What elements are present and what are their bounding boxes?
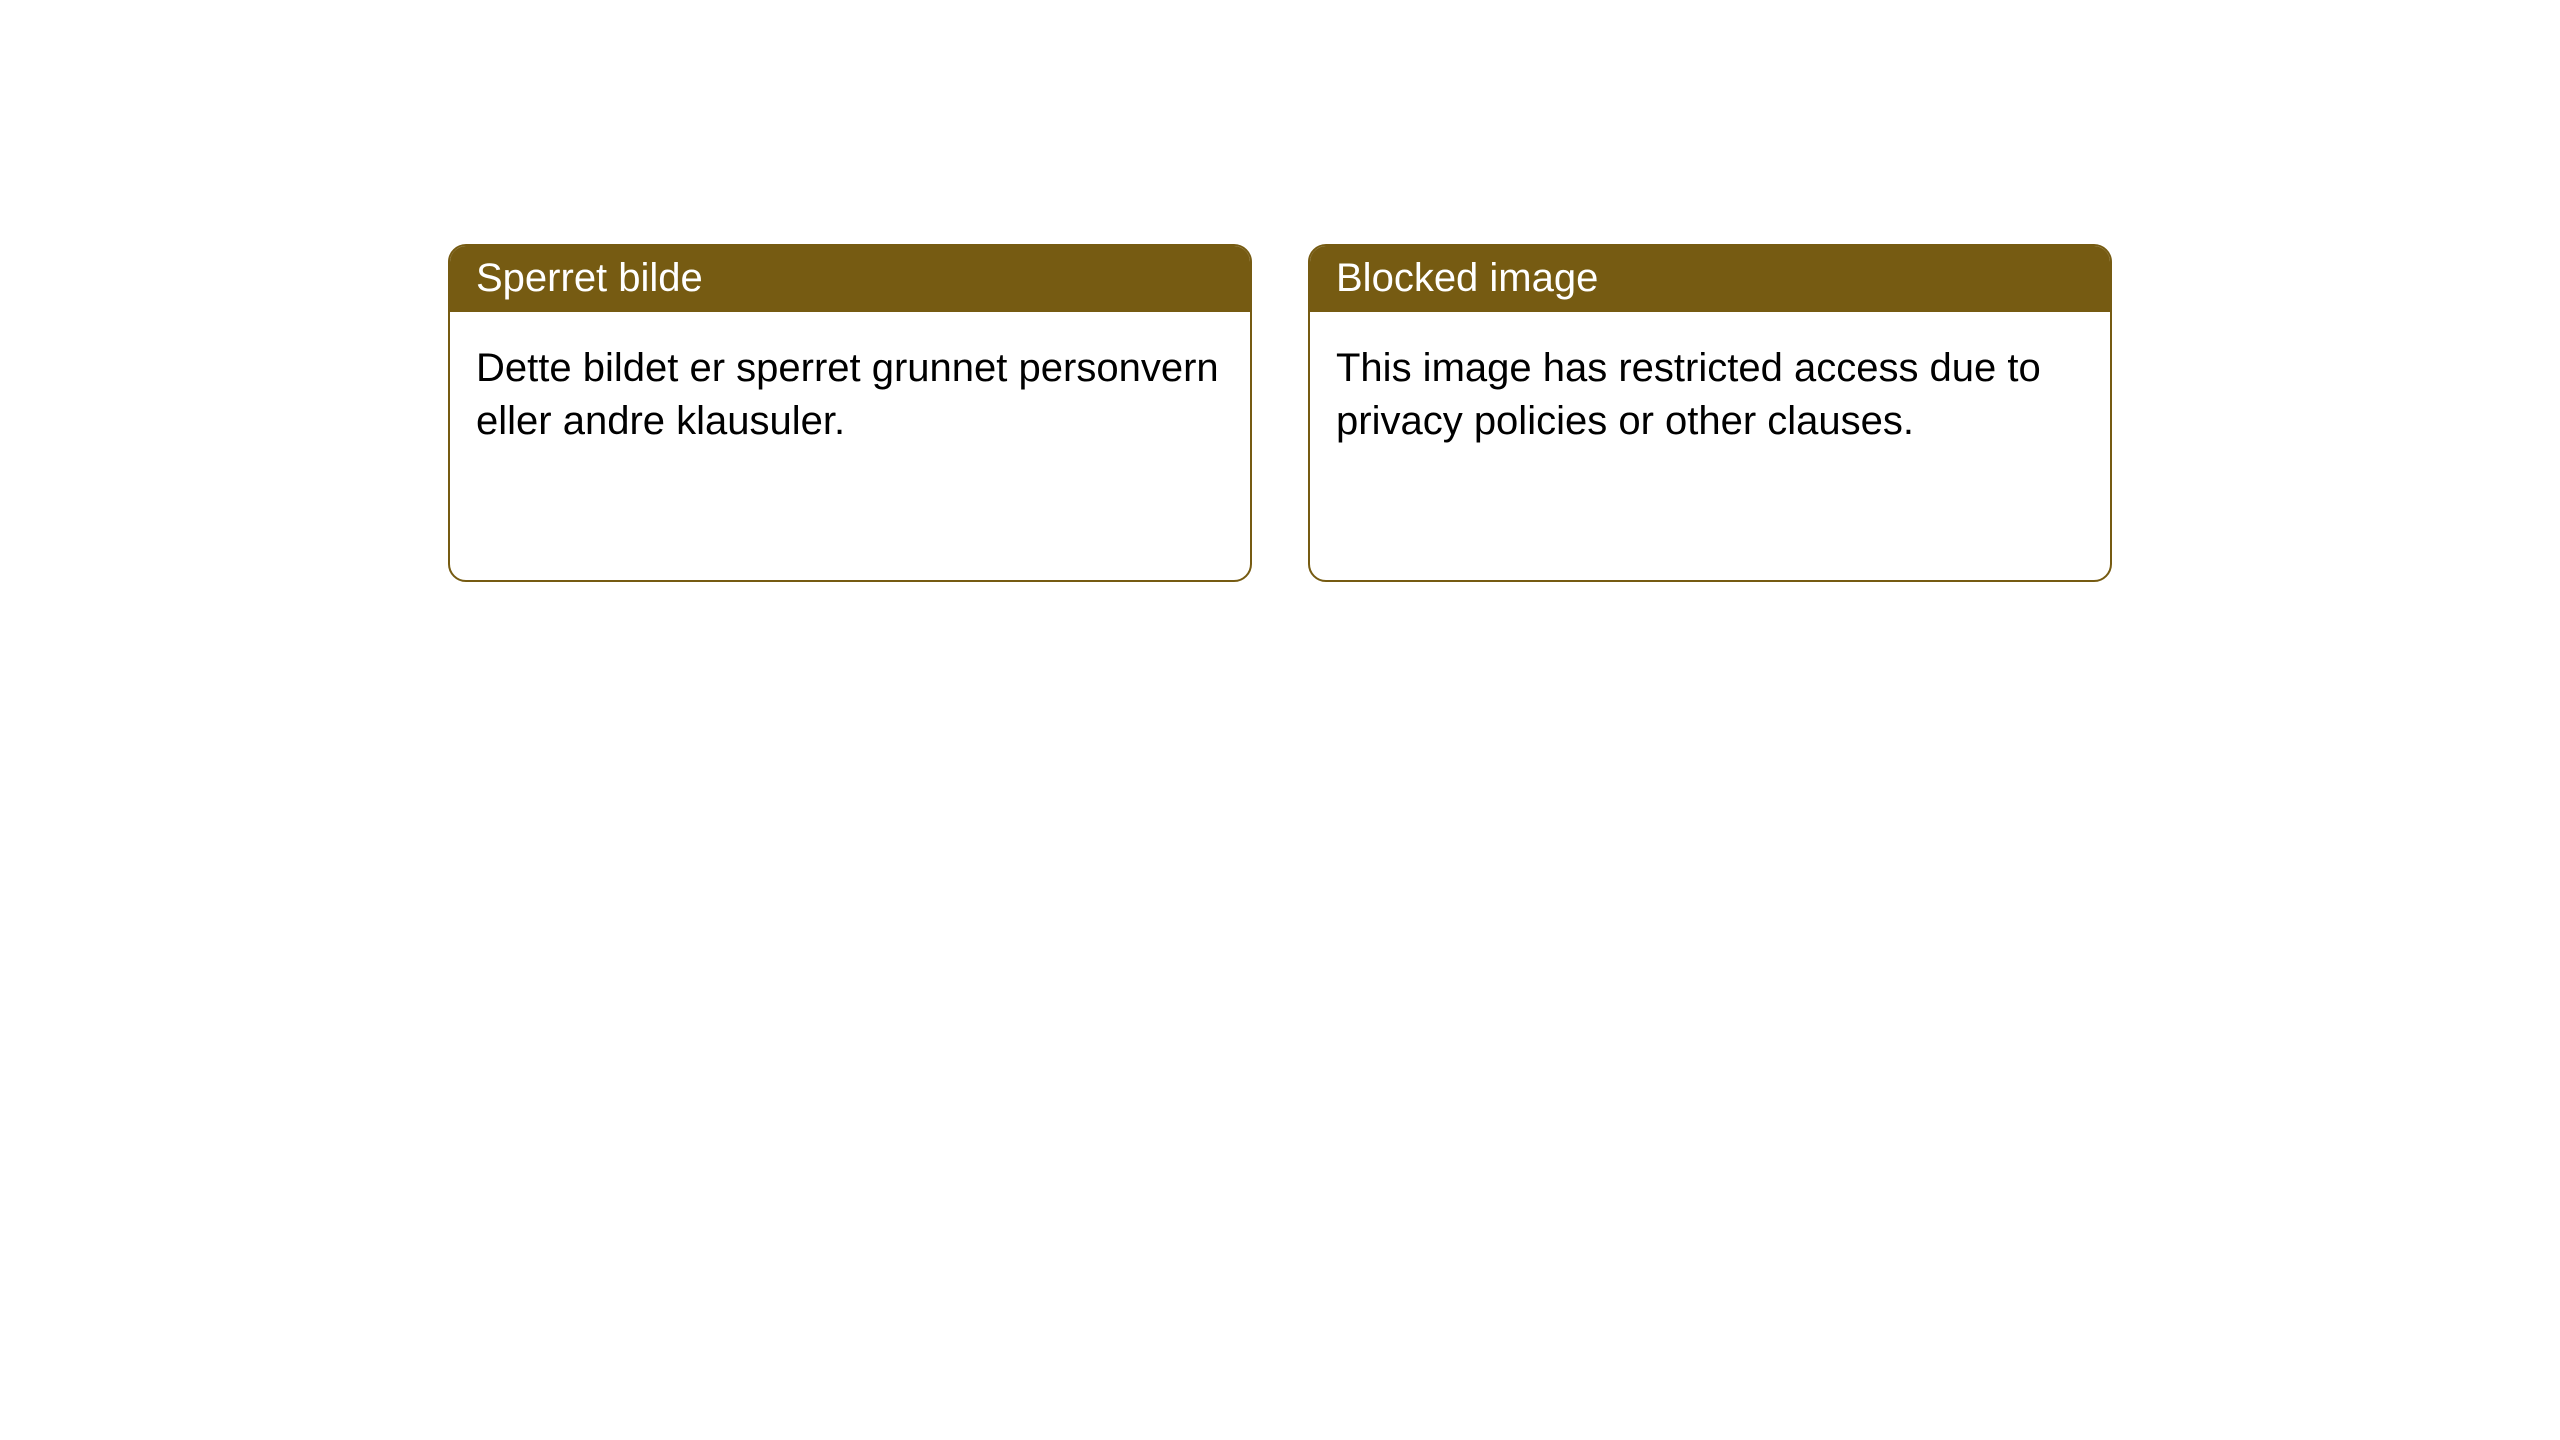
- notice-container: Sperret bilde Dette bildet er sperret gr…: [0, 0, 2560, 582]
- notice-body-en: This image has restricted access due to …: [1310, 312, 2110, 580]
- blocked-image-notice-en: Blocked image This image has restricted …: [1308, 244, 2112, 582]
- notice-title-no: Sperret bilde: [450, 246, 1250, 312]
- blocked-image-notice-no: Sperret bilde Dette bildet er sperret gr…: [448, 244, 1252, 582]
- notice-title-en: Blocked image: [1310, 246, 2110, 312]
- notice-body-no: Dette bildet er sperret grunnet personve…: [450, 312, 1250, 580]
